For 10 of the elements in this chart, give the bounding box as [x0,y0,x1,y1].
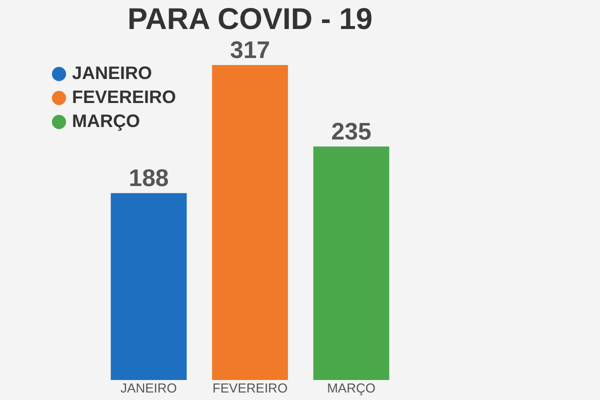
data-label: 317 [230,37,270,64]
x-tick-label: JANEIRO [120,380,177,396]
legend-label: MARÇO [72,111,140,131]
chart-title: PARA COVID - 19 [127,3,373,36]
legend-label: FEVEREIRO [72,87,176,107]
x-tick-label: FEVEREIRO [212,380,288,396]
x-tick-label: MARÇO [327,380,376,396]
data-label: 235 [331,118,372,146]
legend-label: JANEIRO [72,63,152,83]
data-label: 188 [128,165,169,192]
